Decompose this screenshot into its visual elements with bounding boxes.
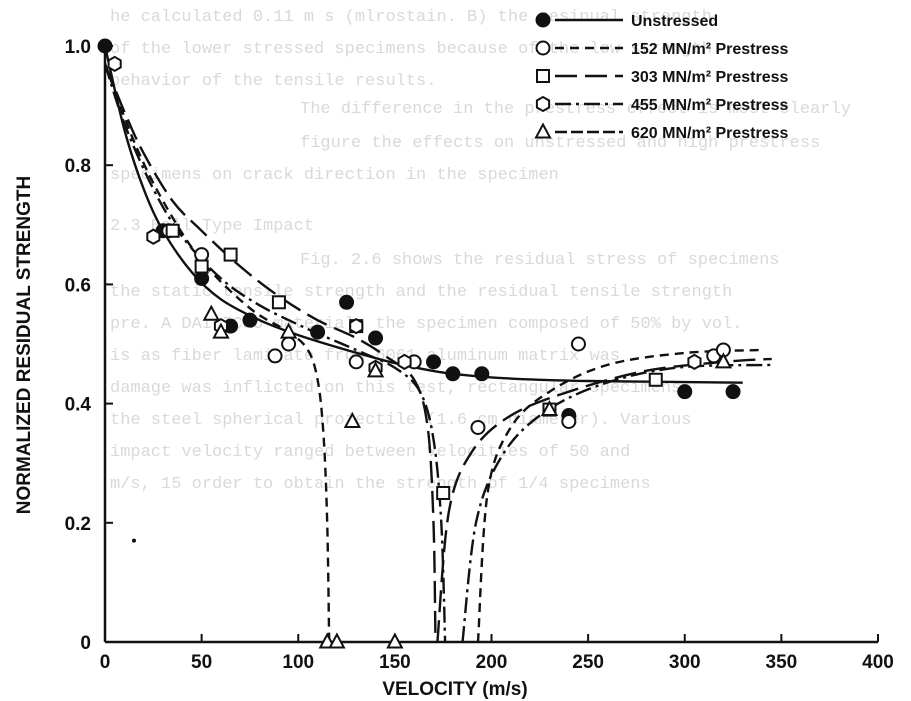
x-tick-label: 0	[100, 652, 111, 673]
data-point-series-4	[349, 317, 364, 335]
data-point-series-1	[97, 38, 113, 54]
data-point-series-5	[714, 352, 733, 369]
data-point-series-2	[194, 247, 210, 263]
data-point-series-5	[366, 361, 385, 378]
background-text-line: figure the effects on unstressed and hig…	[300, 134, 821, 153]
legend-marker-series-1	[535, 12, 551, 28]
fit-curve-series-3	[436, 357, 772, 643]
x-tick-label: 150	[379, 652, 411, 673]
data-point-series-4	[107, 55, 122, 73]
y-tick-label: 0.6	[65, 275, 91, 296]
y-tick-label: 0.4	[65, 395, 92, 416]
background-text-line: m/s, 15 order to obtain the strength of …	[110, 475, 651, 494]
data-point-series-2	[561, 413, 577, 429]
background-text-line: is as fiber laminate from 6061 aluminum …	[110, 347, 621, 366]
background-text-line: specimens on crack direction in the spec…	[110, 166, 559, 185]
legend-marker-series-2	[535, 40, 551, 56]
legend-label-series-5: 620 MN/m² Prestress	[631, 125, 789, 142]
data-point-series-1	[677, 384, 693, 400]
data-points	[97, 38, 741, 649]
background-text-line: he calculated 0.11 m s (mlrostain. B) th…	[110, 8, 712, 27]
x-tick-label: 300	[669, 652, 701, 673]
data-point-series-4	[397, 353, 412, 371]
fit-curve-series-1	[103, 45, 743, 384]
data-point-series-5	[279, 322, 298, 339]
tick-marks: 0 50 100 150 200 250 300 350 400 0 0.2 0.4 0.6 0.8 1.0	[65, 37, 894, 673]
data-point-series-1	[445, 366, 461, 382]
x-tick-label: 350	[766, 652, 798, 673]
data-point-series-5	[202, 304, 220, 321]
legend-marker-series-3	[536, 69, 550, 83]
background-text-line: damage was inflicted on this test, recta…	[110, 379, 682, 398]
fit-curve-series-2	[476, 348, 763, 643]
x-tick-label: 100	[282, 652, 314, 673]
data-point-series-2	[470, 419, 486, 435]
legend-label-series-2: 152 MN/m² Prestress	[631, 41, 789, 58]
legend-label-series-4: 455 MN/m² Prestress	[631, 97, 789, 114]
background-text-line: Fig. 2.6 shows the residual stress of sp…	[300, 251, 780, 270]
chart-legend: Unstressed 152 MN/m² Prestress 303 MN/m² P…	[534, 12, 789, 142]
stray-dot-mark	[131, 538, 136, 543]
y-axis-label: NORMALIZED RESIDUAL STRENGTH	[14, 176, 35, 514]
data-point-series-3	[223, 247, 238, 262]
data-point-series-1	[310, 324, 326, 340]
data-point-series-5	[343, 411, 362, 428]
x-axis-label: VELOCITY (m/s)	[382, 679, 527, 700]
x-tick-label: 250	[572, 652, 604, 673]
background-text-line: behavior of the tensile results.	[110, 72, 437, 91]
x-tick-label: 400	[862, 652, 894, 673]
y-tick-label: 1.0	[65, 37, 91, 58]
data-point-series-2	[348, 354, 364, 370]
fit-curve-series-2	[103, 63, 331, 643]
fit-curve-series-3	[103, 63, 437, 643]
data-point-series-5	[328, 632, 346, 649]
fit-curve-series-4	[461, 363, 772, 643]
y-tick-label: 0.8	[65, 156, 91, 177]
data-point-series-4	[687, 353, 702, 371]
legend-label-series-1: Unstressed	[631, 13, 718, 30]
data-point-series-4	[146, 228, 161, 245]
data-point-series-1	[194, 270, 210, 286]
legend-marker-series-4	[535, 95, 551, 113]
x-tick-label: 200	[476, 652, 508, 673]
background-text-line: The difference in the prestress effect i…	[300, 100, 851, 119]
data-point-series-1	[242, 312, 258, 328]
y-tick-label: 0	[80, 633, 91, 654]
data-point-series-1	[725, 384, 741, 400]
data-point-series-1	[474, 366, 490, 382]
data-point-series-1	[339, 294, 355, 310]
legend-marker-series-5	[534, 122, 552, 139]
background-text-line: of the lower stressed specimens because …	[110, 40, 712, 59]
data-point-series-1	[368, 330, 384, 346]
background-text-line: pre. A DAILICKO material, the specimen c…	[110, 315, 743, 334]
data-point-series-2	[281, 336, 297, 352]
data-point-series-3	[271, 295, 286, 310]
x-tick-label: 50	[191, 652, 212, 673]
data-point-series-3	[436, 486, 451, 500]
data-point-series-5	[540, 399, 559, 417]
data-point-series-5	[212, 322, 230, 339]
data-point-series-1	[426, 354, 442, 370]
data-point-series-2	[267, 348, 283, 364]
data-point-series-5	[386, 632, 404, 649]
data-point-series-2	[570, 336, 586, 352]
data-point-series-3	[648, 372, 663, 387]
y-tick-label: 0.2	[65, 514, 91, 535]
legend-label-series-3: 303 MN/m² Prestress	[631, 69, 789, 86]
data-point-series-3	[165, 223, 180, 238]
data-point-series-3	[194, 259, 209, 274]
